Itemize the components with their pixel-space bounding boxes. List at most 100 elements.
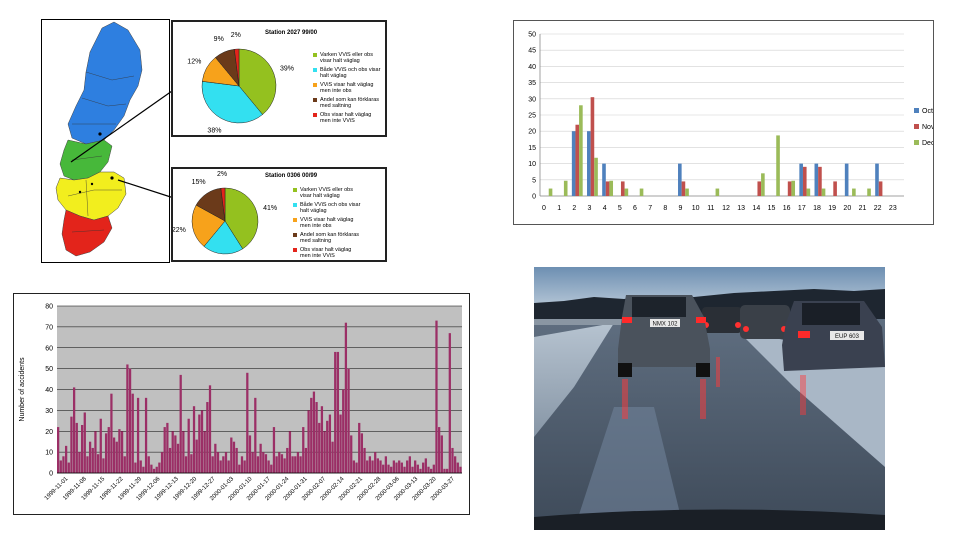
legend-label: Obs visar halt väglag men inte VViS (320, 112, 372, 124)
bar-oct (799, 163, 803, 196)
pie2-title: Station 0306 00/99 (265, 173, 318, 179)
accident-bar (400, 462, 403, 473)
accident-bar (107, 427, 110, 473)
accident-bar (443, 468, 446, 473)
legend-label: Dec (922, 140, 933, 147)
accident-bar (342, 389, 345, 473)
accident-bar (139, 460, 142, 473)
accident-bar (94, 431, 97, 473)
accident-bar (403, 466, 406, 473)
x-tick-label: 14 (752, 205, 760, 212)
pie1-legend: Varken VViS eller obs visar halt väglag B… (313, 52, 383, 127)
accident-bar (227, 460, 230, 473)
accident-bar (235, 447, 238, 473)
legend-label: Varken VViS eller obs visar halt väglag (320, 52, 373, 64)
x-tick-label: 7 (648, 205, 652, 212)
station-2027-dot (98, 132, 102, 136)
map-panel-frame (41, 19, 170, 263)
car-right-plate-text: EUP 603 (835, 334, 860, 340)
accident-bar (379, 460, 382, 473)
left-snowbank (534, 323, 614, 437)
legend-swatch (293, 248, 297, 252)
bar-nov (605, 181, 610, 196)
pie-legend-item: Både VViS och obs visar halt väglag (293, 202, 363, 214)
legend-swatch (914, 108, 919, 113)
bar-dec (563, 180, 568, 196)
accident-bar (248, 435, 252, 473)
accident-bar (390, 466, 393, 473)
accident-bar (406, 460, 409, 473)
x-tick-label: 8 (663, 205, 667, 212)
accident-bar (99, 418, 102, 473)
legend-swatch (313, 98, 317, 102)
y-tick-label: 10 (528, 161, 536, 168)
accident-bar (310, 397, 313, 473)
accidents-bar-chart: 010203040506070801999-11-011999-11-08199… (19, 304, 462, 502)
accident-bar (331, 441, 334, 473)
y-tick-label: 15 (528, 145, 536, 152)
accident-bar (78, 452, 81, 473)
accident-bar (112, 437, 116, 473)
y-tick-label: 70 (45, 324, 53, 331)
pie-data-label: 41% (263, 205, 277, 212)
pie-legend-item: Andel som kan förklaras med saltning (293, 232, 363, 244)
sweden-map (55, 21, 143, 257)
accident-bar (272, 427, 276, 473)
accident-bar (171, 431, 174, 473)
x-tick-label: 22 (874, 205, 882, 212)
accident-bar (307, 410, 310, 473)
accident-bar (219, 460, 222, 473)
accident-bar (262, 452, 265, 473)
pie1-chart: 39% 38% 12% 9% 2% (187, 32, 294, 135)
station-dot (78, 190, 82, 194)
bar-nov (787, 181, 792, 196)
bar-dec (639, 188, 644, 196)
legend-swatch (914, 124, 919, 129)
accident-bar (288, 431, 292, 473)
x-tick-label: 17 (798, 205, 806, 212)
car-right-plate (830, 331, 864, 340)
distant-car (702, 307, 742, 333)
accident-bar (363, 447, 366, 473)
accident-bar (326, 420, 329, 473)
accident-bar (70, 416, 73, 473)
accident-bar (192, 406, 196, 473)
accident-bar (123, 456, 126, 473)
accident-bar (120, 431, 124, 473)
x-tick-label: 3 (588, 205, 592, 212)
guard-rail (534, 319, 634, 325)
accident-bar (382, 464, 385, 473)
legend-label: Både VViS och obs visar halt väglag (300, 202, 361, 214)
bar-dec (624, 188, 629, 196)
accident-bar (57, 427, 60, 473)
accident-bar (448, 333, 451, 473)
bar-dec (776, 135, 780, 196)
accident-bar (430, 468, 433, 473)
y-tick-label: 5 (532, 177, 536, 184)
accident-bar (216, 452, 220, 473)
y-tick-label: 80 (45, 304, 53, 311)
accident-bar (144, 397, 148, 473)
accident-bar (395, 462, 398, 473)
pie-legend-item: Både VViS och obs visar halt väglag (313, 67, 383, 79)
accident-bar (200, 410, 204, 473)
accident-bar (347, 368, 350, 473)
photo-illustration: NMX 102 EUP 603 (534, 267, 885, 530)
county-borders (67, 71, 135, 233)
y-tick-label: 30 (528, 96, 536, 103)
accident-bar (339, 414, 342, 473)
accident-bar (246, 372, 249, 473)
y-axis-label: Number of accidents (19, 357, 26, 422)
pie-slice (201, 81, 263, 124)
accident-bar (275, 456, 278, 473)
accident-bar (91, 447, 94, 473)
accident-bar (160, 452, 164, 473)
accident-bar (155, 466, 158, 473)
accident-bar (278, 452, 281, 473)
bar-oct (571, 131, 576, 196)
bar-dec (579, 105, 583, 196)
accident-bar (238, 464, 241, 473)
accident-bar (315, 402, 318, 473)
accident-bar (224, 452, 228, 473)
